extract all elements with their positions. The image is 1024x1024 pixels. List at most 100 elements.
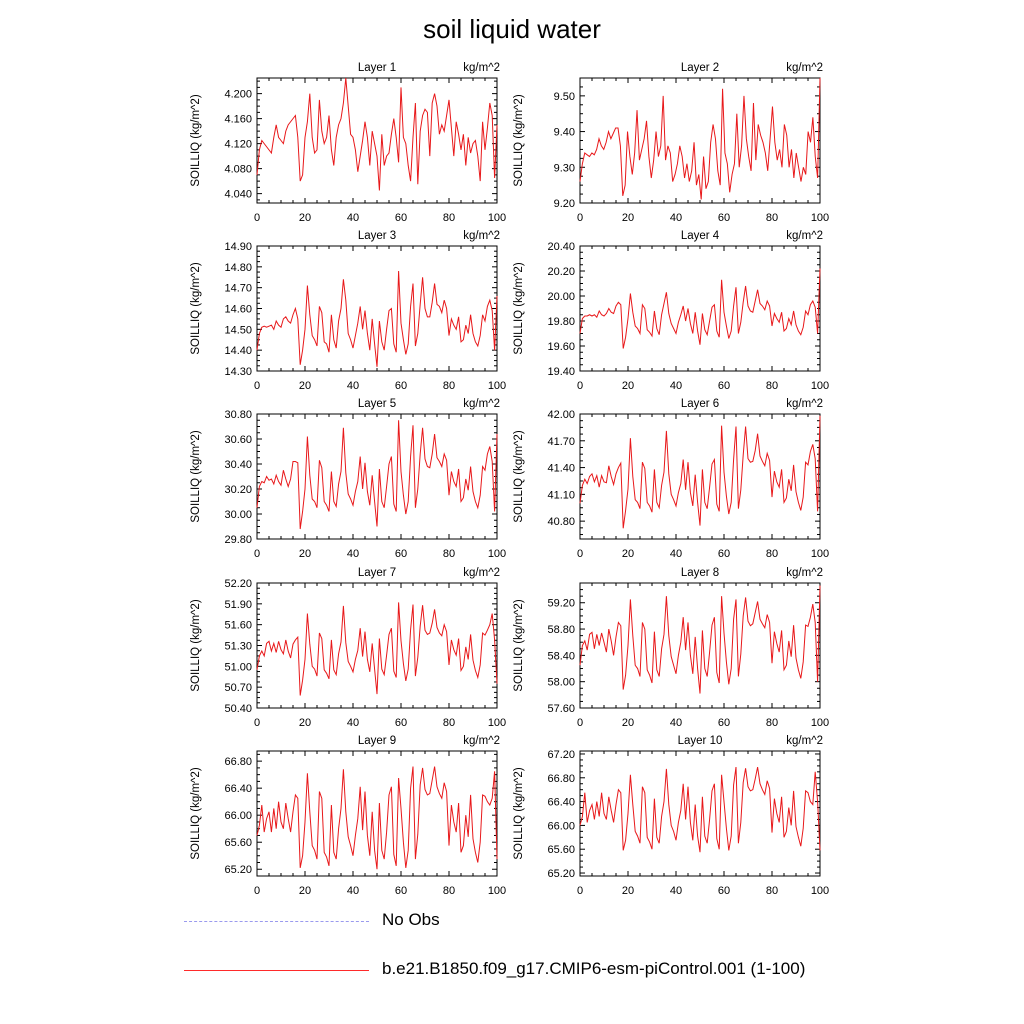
y-axis-label: SOILLIQ (kg/m^2) (513, 599, 525, 691)
x-tick-label: 60 (395, 885, 407, 897)
x-tick-label: 20 (622, 380, 634, 392)
y-tick-label: 66.80 (547, 773, 575, 785)
y-tick-label: 19.80 (547, 316, 575, 328)
x-tick-label: 20 (299, 548, 311, 560)
x-tick-label: 80 (443, 212, 455, 224)
y-tick-label: 65.60 (547, 844, 575, 856)
panel-units: kg/m^2 (786, 735, 823, 747)
y-axis-label: SOILLIQ (kg/m^2) (513, 767, 525, 859)
y-tick-label: 67.20 (547, 749, 575, 761)
x-tick-label: 0 (577, 548, 583, 560)
y-tick-label: 41.10 (547, 489, 575, 501)
y-tick-label: 57.60 (547, 703, 575, 715)
panel-title: Layer 10 (678, 735, 723, 747)
legend-label-obs: No Obs (382, 910, 440, 929)
x-tick-label: 100 (488, 717, 506, 729)
x-tick-label: 60 (395, 212, 407, 224)
series-line-model (579, 268, 821, 349)
y-tick-label: 14.40 (224, 345, 252, 357)
series-line-model (256, 602, 498, 696)
y-tick-label: 4.200 (224, 89, 252, 101)
x-tick-label: 20 (622, 548, 634, 560)
legend-entry-obs: No Obs (184, 907, 864, 937)
x-tick-label: 0 (577, 212, 583, 224)
x-tick-label: 20 (299, 380, 311, 392)
panel-layer-9: 0 20 40 60 80 100 65.20 65.60 66.00 66.40 66.80 Lay… (190, 735, 506, 897)
y-tick-label: 14.70 (224, 283, 252, 295)
y-tick-label: 52.20 (224, 578, 252, 590)
x-tick-label: 60 (718, 212, 730, 224)
y-tick-label: 20.00 (547, 291, 575, 303)
x-tick-label: 100 (811, 380, 829, 392)
y-axis-label: SOILLIQ (kg/m^2) (190, 430, 202, 522)
y-tick-label: 59.20 (547, 598, 575, 610)
y-tick-label: 14.50 (224, 324, 252, 336)
x-tick-label: 0 (254, 212, 260, 224)
x-tick-label: 20 (299, 717, 311, 729)
y-tick-label: 51.60 (224, 620, 252, 632)
y-tick-label: 50.70 (224, 682, 252, 694)
panel-units: kg/m^2 (786, 567, 823, 579)
panel-units: kg/m^2 (463, 398, 500, 410)
series-line-model (256, 420, 498, 530)
y-tick-label: 66.40 (224, 783, 252, 795)
y-tick-label: 58.40 (547, 650, 575, 662)
plot-frame (256, 245, 498, 372)
panel-units: kg/m^2 (786, 398, 823, 410)
panel-title: Layer 2 (681, 62, 719, 74)
y-axis-label: SOILLIQ (kg/m^2) (513, 430, 525, 522)
y-tick-label: 66.40 (547, 797, 575, 809)
y-axis-label: SOILLIQ (kg/m^2) (190, 262, 202, 354)
y-axis-label: SOILLIQ (kg/m^2) (190, 94, 202, 186)
x-tick-label: 60 (395, 548, 407, 560)
chart-panels: 0 20 40 60 80 100 4.040 4.080 4.120 4.160 4.200 Lay… (190, 62, 829, 897)
series-line-model (579, 766, 821, 853)
y-tick-label: 14.90 (224, 241, 252, 253)
plot-frame (256, 77, 498, 204)
y-tick-label: 14.80 (224, 262, 252, 274)
panel-title: Layer 8 (681, 567, 719, 579)
panel-layer-4: 0 20 40 60 80 100 19.40 19.60 19.80 20.00 20.20 20.… (513, 230, 829, 392)
y-axis-label: SOILLIQ (kg/m^2) (513, 262, 525, 354)
y-tick-label: 14.30 (224, 366, 252, 378)
panel-layer-2: 0 20 40 60 80 100 9.20 9.30 9.40 9.50 Layer 2 kg/m^… (513, 62, 829, 224)
x-tick-label: 0 (577, 885, 583, 897)
x-tick-label: 40 (670, 885, 682, 897)
y-tick-label: 30.40 (224, 459, 252, 471)
x-tick-label: 20 (622, 717, 634, 729)
plot-frame (579, 245, 821, 372)
x-tick-label: 20 (622, 885, 634, 897)
x-tick-label: 100 (488, 380, 506, 392)
y-tick-label: 51.90 (224, 599, 252, 611)
legend-entry-model: b.e21.B1850.f09_g17.CMIP6-esm-piControl.… (184, 956, 864, 986)
x-tick-label: 100 (488, 212, 506, 224)
x-tick-label: 40 (347, 717, 359, 729)
y-tick-label: 65.20 (224, 864, 252, 876)
x-tick-label: 40 (347, 548, 359, 560)
x-tick-label: 80 (443, 380, 455, 392)
panel-layer-10: 0 20 40 60 80 100 65.20 65.60 66.00 66.40 66.80 67.… (513, 735, 829, 897)
panel-layer-3: 0 20 40 60 80 100 14.30 14.40 14.50 14.60 14.70 14.… (190, 230, 506, 392)
y-tick-label: 65.60 (224, 837, 252, 849)
y-tick-label: 29.80 (224, 534, 252, 546)
y-tick-label: 51.00 (224, 661, 252, 673)
y-tick-label: 50.40 (224, 703, 252, 715)
y-tick-label: 66.00 (224, 810, 252, 822)
legend-label-model: b.e21.B1850.f09_g17.CMIP6-esm-piControl.… (382, 959, 806, 978)
series-line-model (256, 766, 498, 870)
x-tick-label: 0 (254, 885, 260, 897)
panel-units: kg/m^2 (463, 62, 500, 74)
panel-title: Layer 1 (358, 62, 396, 74)
y-tick-label: 51.30 (224, 641, 252, 653)
y-tick-label: 9.50 (554, 91, 575, 103)
x-tick-label: 40 (670, 380, 682, 392)
y-tick-label: 58.80 (547, 624, 575, 636)
series-line-model (256, 77, 498, 191)
x-tick-label: 20 (299, 885, 311, 897)
panel-layer-7: 0 20 40 60 80 100 50.40 50.70 51.00 51.30 51.60 51.… (190, 567, 506, 729)
y-tick-label: 4.080 (224, 164, 252, 176)
panel-title: Layer 9 (358, 735, 396, 747)
x-tick-label: 20 (622, 212, 634, 224)
panel-layer-5: 0 20 40 60 80 100 29.80 30.00 30.20 30.40 30.60 30.… (190, 398, 506, 560)
x-tick-label: 0 (254, 380, 260, 392)
